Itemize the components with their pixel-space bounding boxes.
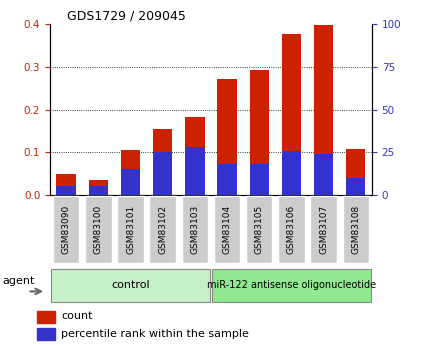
Text: GSM83107: GSM83107	[319, 205, 327, 254]
Bar	[89, 186, 108, 195]
Bar	[56, 174, 76, 195]
Bar	[89, 180, 108, 195]
Bar	[345, 149, 365, 195]
FancyBboxPatch shape	[181, 196, 207, 263]
Text: GSM83100: GSM83100	[94, 205, 102, 254]
FancyBboxPatch shape	[342, 196, 368, 263]
FancyBboxPatch shape	[85, 196, 111, 263]
FancyBboxPatch shape	[51, 269, 210, 302]
Text: GSM83090: GSM83090	[62, 205, 70, 254]
Text: GSM83101: GSM83101	[126, 205, 135, 254]
Text: GSM83106: GSM83106	[286, 205, 295, 254]
Bar	[37, 328, 55, 340]
Text: GSM83105: GSM83105	[254, 205, 263, 254]
Bar	[345, 178, 365, 195]
Bar	[249, 164, 268, 195]
FancyBboxPatch shape	[117, 196, 143, 263]
Bar	[313, 154, 332, 195]
FancyBboxPatch shape	[53, 196, 79, 263]
Text: GSM83102: GSM83102	[158, 205, 167, 254]
FancyBboxPatch shape	[310, 196, 336, 263]
Text: GSM83108: GSM83108	[351, 205, 359, 254]
FancyBboxPatch shape	[149, 196, 175, 263]
Bar	[281, 34, 300, 195]
Text: miR-122 antisense oligonucleotide: miR-122 antisense oligonucleotide	[207, 280, 375, 290]
Bar	[185, 147, 204, 195]
Text: control: control	[111, 280, 149, 290]
Bar	[153, 129, 172, 195]
Text: percentile rank within the sample: percentile rank within the sample	[61, 329, 248, 338]
Bar	[249, 70, 268, 195]
Text: GSM83103: GSM83103	[190, 205, 199, 254]
Bar	[313, 25, 332, 195]
Text: GSM83104: GSM83104	[222, 205, 231, 254]
Bar	[185, 117, 204, 195]
FancyBboxPatch shape	[211, 269, 370, 302]
Bar	[217, 164, 236, 195]
Bar	[153, 152, 172, 195]
FancyBboxPatch shape	[278, 196, 304, 263]
Bar	[217, 79, 236, 195]
Bar	[121, 150, 140, 195]
Text: agent: agent	[3, 276, 35, 286]
FancyBboxPatch shape	[214, 196, 240, 263]
Bar	[281, 150, 300, 195]
Bar	[37, 310, 55, 323]
Bar	[121, 169, 140, 195]
Text: GDS1729 / 209045: GDS1729 / 209045	[67, 9, 186, 22]
Text: count: count	[61, 312, 92, 321]
Bar	[56, 186, 76, 195]
FancyBboxPatch shape	[246, 196, 272, 263]
